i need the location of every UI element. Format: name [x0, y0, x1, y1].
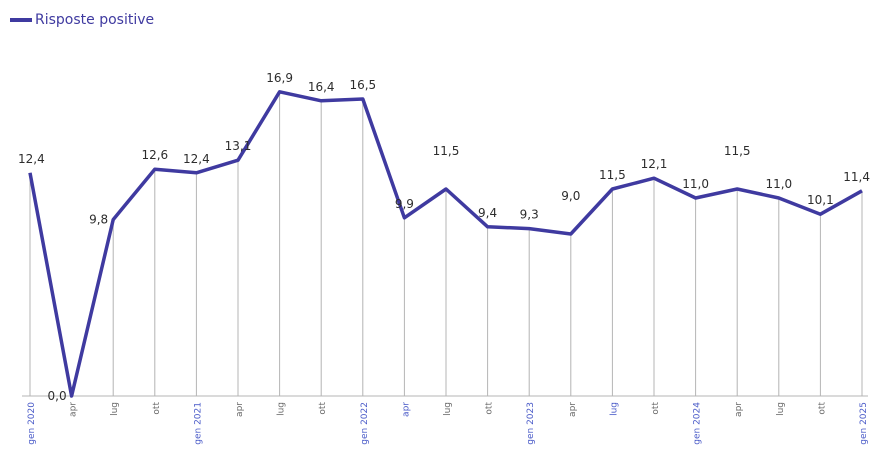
data-label-16: 11,0 — [682, 177, 709, 191]
data-label-3: 12,6 — [141, 148, 168, 162]
data-label-20: 11,4 — [843, 170, 870, 184]
legend: Risposte positive — [10, 12, 154, 28]
x-tick-label-7: ott — [318, 402, 328, 415]
data-labels: 12,4 0,0 9,8 12,6 12,4 13,1 16,9 16,4 16,5 9,9 11,… — [18, 71, 870, 403]
x-tick-label-2: lug — [110, 402, 120, 416]
x-tick-label-11: ott — [485, 402, 495, 415]
x-tick-label-8: gen 2022 — [360, 402, 370, 445]
x-tick-label-5: apr — [235, 402, 245, 417]
x-tick-labels: gen 2020 apr lug ott gen 2021 apr lug ott gen 20… — [27, 402, 869, 445]
data-label-8: 16,5 — [349, 78, 376, 92]
data-label-18: 11,0 — [765, 177, 792, 191]
data-label-4: 12,4 — [183, 152, 210, 166]
data-label-7: 16,4 — [308, 80, 335, 94]
data-label-1: 0,0 — [48, 389, 67, 403]
x-tick-label-14: lug — [609, 402, 619, 416]
x-tick-label-0: gen 2020 — [27, 402, 37, 445]
x-tick-label-6: lug — [277, 402, 287, 416]
x-tick-label-13: apr — [568, 402, 578, 417]
x-tick-label-4: gen 2021 — [193, 402, 203, 445]
data-label-19: 10,1 — [807, 193, 834, 207]
x-tick-label-15: ott — [651, 402, 661, 415]
data-label-14: 11,5 — [599, 168, 626, 182]
data-label-9: 9,9 — [395, 197, 414, 211]
data-label-12: 9,3 — [520, 208, 539, 222]
legend-line-swatch — [10, 18, 32, 22]
gridlines — [29, 91, 863, 396]
x-tick-label-20: gen 2025 — [859, 402, 869, 445]
x-tick-label-17: apr — [734, 402, 744, 417]
x-tick-label-16: gen 2024 — [693, 402, 703, 445]
x-tick-label-19: ott — [817, 402, 827, 415]
x-tick-label-9: apr — [401, 402, 411, 417]
data-label-6: 16,9 — [266, 71, 293, 85]
data-label-5: 13,1 — [225, 139, 252, 153]
x-tick-label-12: gen 2023 — [526, 402, 536, 445]
data-label-13: 9,0 — [561, 189, 580, 203]
data-label-17: 11,5 — [724, 144, 751, 158]
x-tick-label-18: lug — [776, 402, 786, 416]
x-tick-label-1: apr — [69, 402, 79, 417]
series-line — [28, 90, 863, 398]
data-label-0: 12,4 — [18, 152, 45, 166]
legend-label: Risposte positive — [35, 12, 155, 28]
data-label-11: 9,4 — [478, 206, 497, 220]
data-label-15: 12,1 — [641, 157, 668, 171]
x-tick-label-10: lug — [443, 402, 453, 416]
data-label-10: 11,5 — [433, 144, 460, 158]
data-label-2: 9,8 — [89, 213, 108, 227]
x-tick-label-3: ott — [152, 402, 162, 415]
